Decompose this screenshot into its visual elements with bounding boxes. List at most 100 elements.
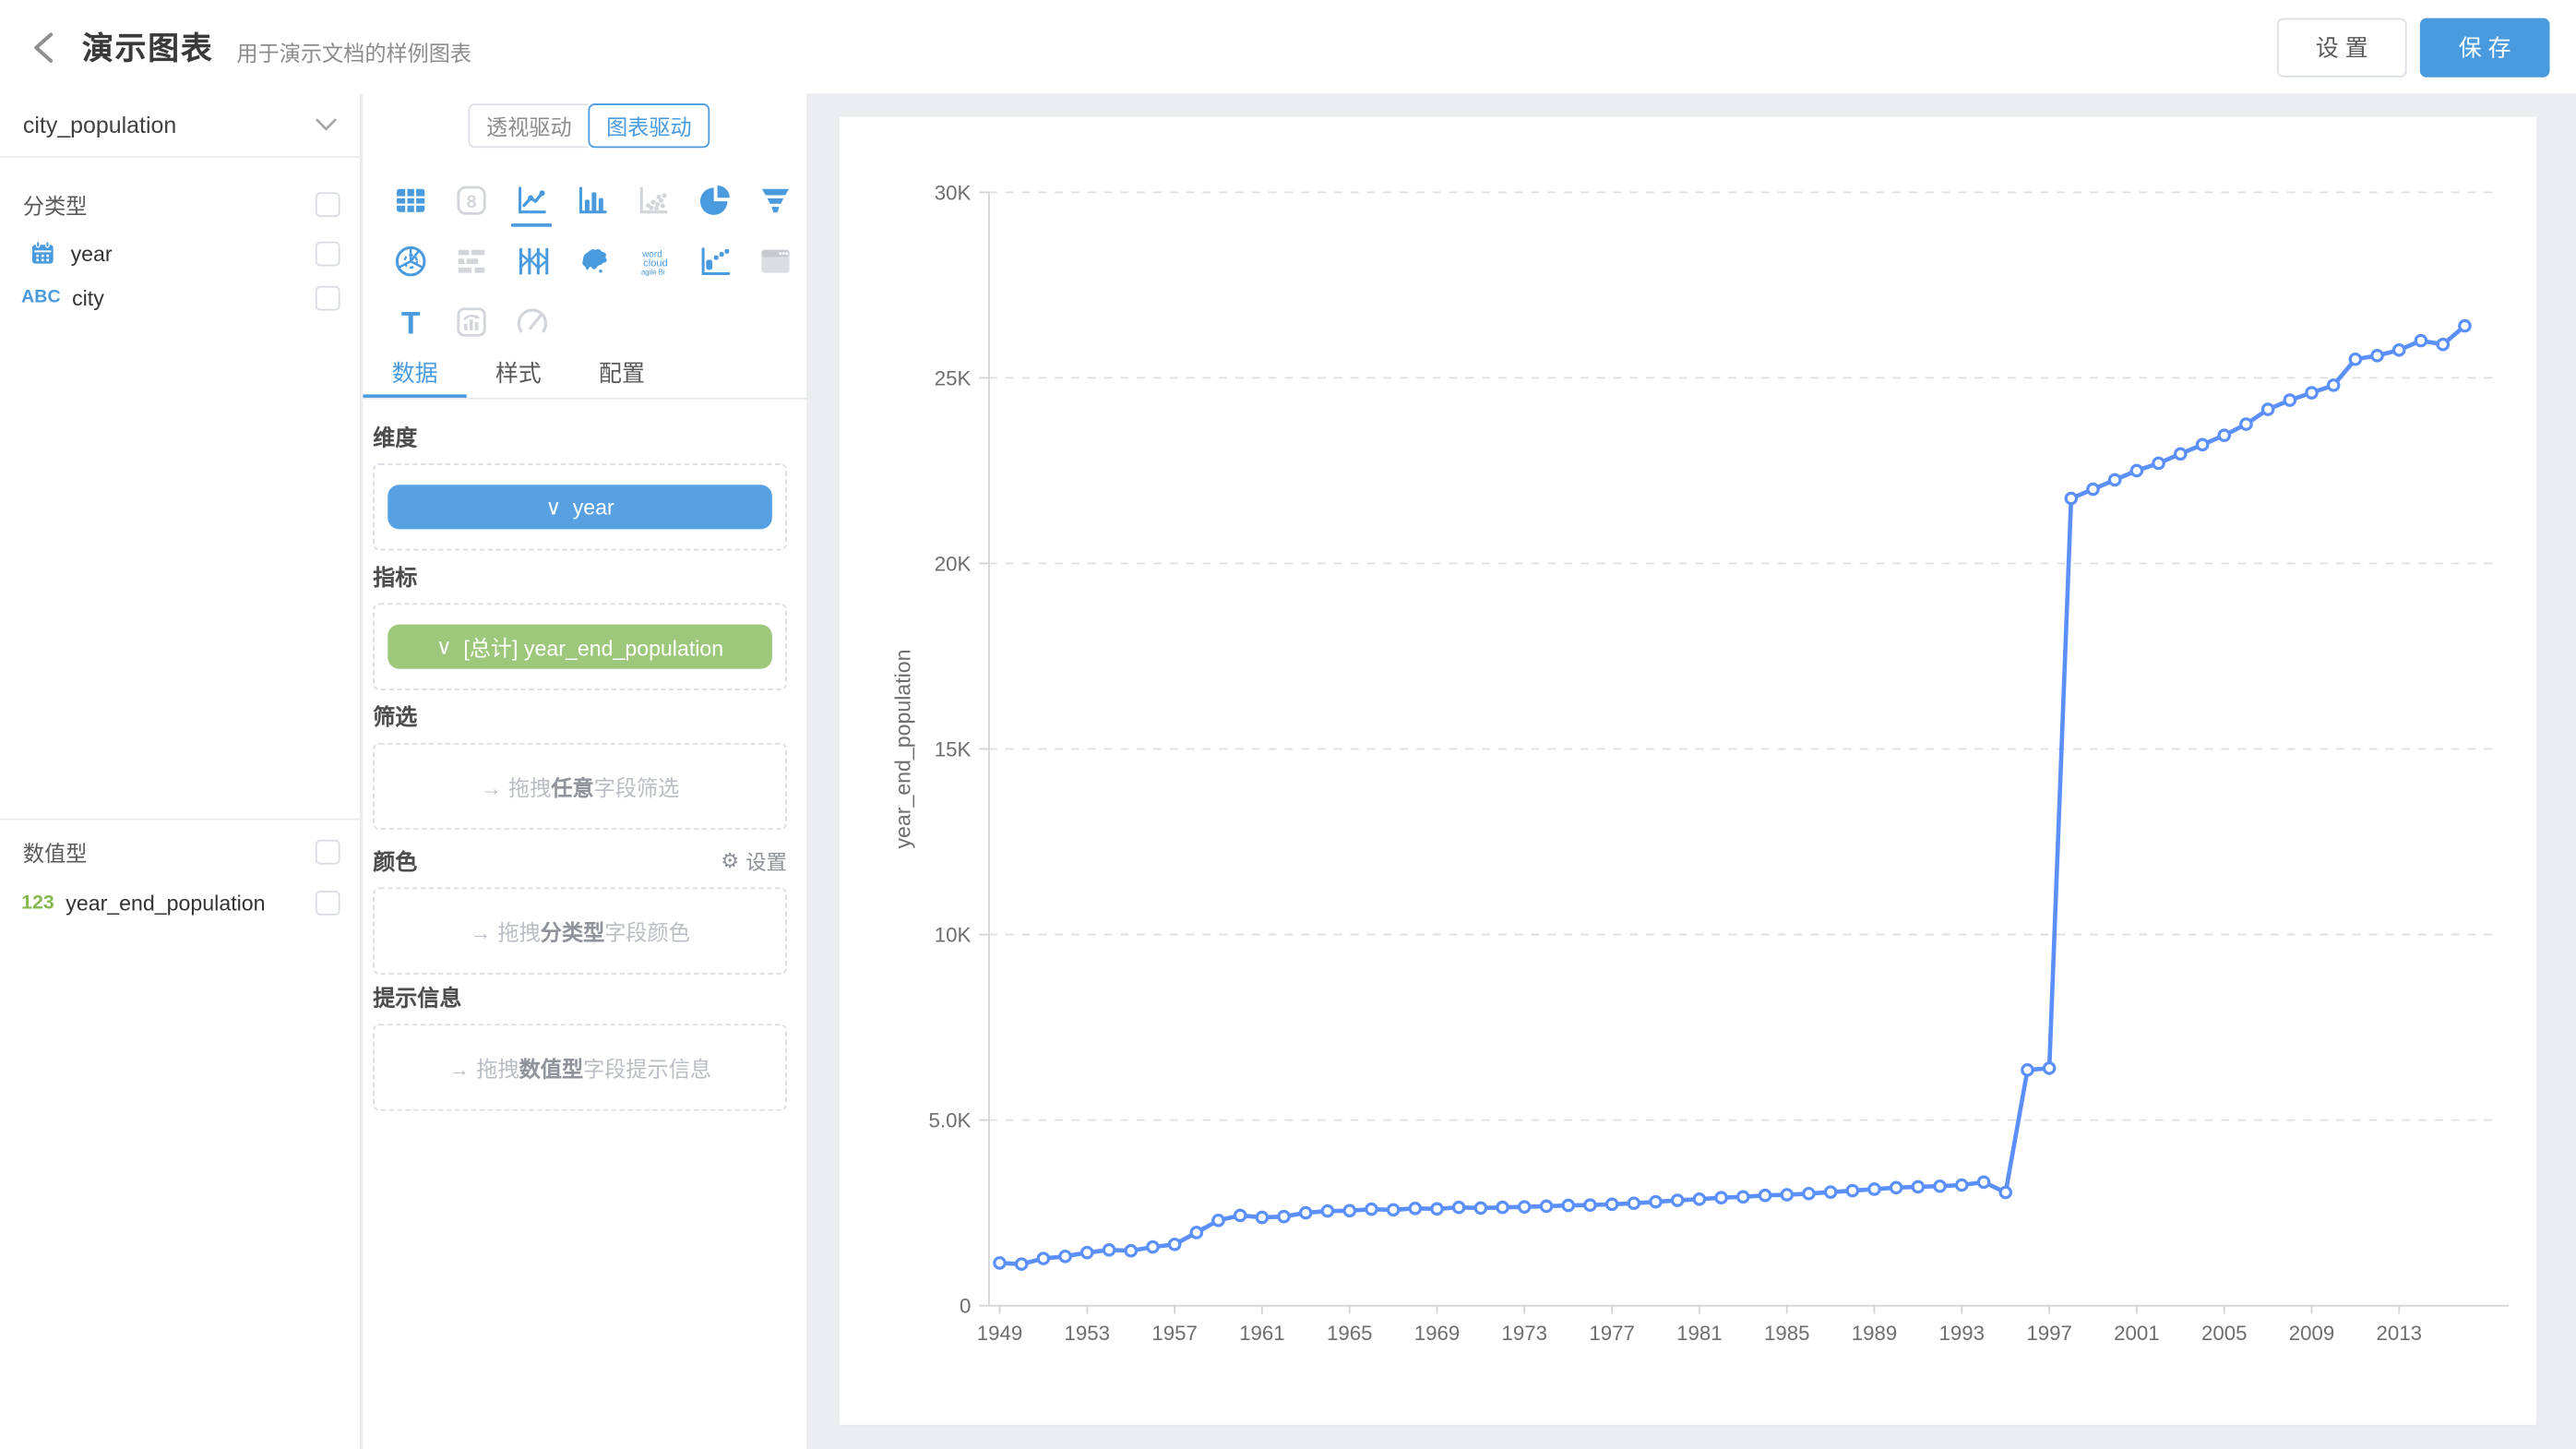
table-glyph xyxy=(396,187,424,211)
svg-text:1981: 1981 xyxy=(1676,1322,1723,1345)
svg-text:1961: 1961 xyxy=(1239,1322,1285,1345)
page-subtitle: 用于演示文档的样例图表 xyxy=(236,40,472,66)
line-chart-icon[interactable] xyxy=(510,181,553,227)
funnel-glyph xyxy=(760,187,789,212)
svg-text:1997: 1997 xyxy=(2026,1322,2072,1345)
svg-text:1989: 1989 xyxy=(1852,1322,1898,1345)
line-glyph xyxy=(518,186,545,213)
filter-section: 筛选 → 拖拽任意字段筛选 xyxy=(373,699,787,831)
parallel-glyph xyxy=(519,246,548,274)
gantt-glyph xyxy=(457,248,484,272)
field-year-checkbox[interactable] xyxy=(315,240,340,266)
dimension-section: 维度 ∨ year xyxy=(373,419,787,551)
color-section-header: 颜色 ⚙ 设置 xyxy=(373,843,787,876)
field-row-year-end-population[interactable]: 123 year_end_population xyxy=(0,882,360,922)
dimension-dropzone[interactable]: ∨ year xyxy=(373,463,787,551)
settings-button[interactable]: 设 置 xyxy=(2276,17,2407,77)
dimension-label: 维度 xyxy=(373,425,418,450)
radar-chart-icon[interactable] xyxy=(391,242,429,280)
field-name: year xyxy=(70,240,113,266)
bar-chart-icon[interactable] xyxy=(573,181,611,219)
color-dropzone[interactable]: → 拖拽分类型字段颜色 xyxy=(373,887,787,975)
header: 演示图表 用于演示文档的样例图表 设 置 保 存 xyxy=(0,0,2576,94)
categorical-section-checkbox[interactable] xyxy=(315,191,340,217)
dataset-select[interactable]: city_population xyxy=(0,93,360,158)
mode-switch: 透视驱动 图表驱动 xyxy=(468,103,710,149)
scatter-glyph xyxy=(638,186,667,213)
punch-card-chart-icon[interactable] xyxy=(695,242,733,280)
field-row-year[interactable]: year xyxy=(0,234,360,273)
tab-config[interactable]: 配置 xyxy=(599,359,645,387)
back-button[interactable] xyxy=(26,27,66,66)
measure-pill-population[interactable]: ∨ [总计] year_end_population xyxy=(388,624,772,669)
gear-icon: ⚙ xyxy=(721,848,740,872)
field-city-checkbox[interactable] xyxy=(315,284,340,310)
pie-chart-icon[interactable] xyxy=(695,181,733,219)
measure-label: 指标 xyxy=(373,565,418,591)
svg-text:1985: 1985 xyxy=(1764,1322,1810,1345)
tab-data[interactable]: 数据 xyxy=(363,352,467,398)
text-t-glyph: T xyxy=(400,305,420,340)
filter-dropzone[interactable]: → 拖拽任意字段筛选 xyxy=(373,742,787,831)
calendar-icon xyxy=(31,240,54,264)
numeric-section-checkbox[interactable] xyxy=(315,839,340,864)
tab-style[interactable]: 样式 xyxy=(495,359,542,387)
save-button[interactable]: 保 存 xyxy=(2419,17,2550,77)
chevron-down-icon: ∨ xyxy=(435,633,452,659)
word-cloud-text-1: word xyxy=(640,249,662,259)
scatter-chart-icon xyxy=(634,181,672,219)
drop-arrow-icon: → xyxy=(480,775,502,801)
builder-tabs: 数据 样式 配置 xyxy=(363,352,807,400)
svg-text:15K: 15K xyxy=(935,738,972,761)
tooltip-placeholder: → 拖拽数值型字段提示信息 xyxy=(448,1056,712,1082)
field-row-city[interactable]: ABC city xyxy=(0,278,360,317)
svg-text:25K: 25K xyxy=(935,366,972,389)
svg-text:2001: 2001 xyxy=(2114,1322,2160,1345)
pie-glyph xyxy=(699,185,729,215)
color-settings-button[interactable]: ⚙ 设置 xyxy=(721,848,787,874)
svg-text:10K: 10K xyxy=(935,924,972,947)
number-card-text: 8 xyxy=(466,191,476,211)
categorical-section-label: 分类型 xyxy=(22,193,88,218)
filter-label: 筛选 xyxy=(373,704,418,730)
chart-card: 0 5.0K 10K 15K 20K 25K 30K 1949 1953 1957 1961 1965… xyxy=(838,114,2539,1427)
table-chart-icon[interactable] xyxy=(391,181,429,219)
funnel-chart-icon[interactable] xyxy=(756,181,793,219)
dimension-pill-year[interactable]: ∨ year xyxy=(388,485,772,530)
china-map-chart-icon[interactable] xyxy=(573,242,611,280)
svg-text:2009: 2009 xyxy=(2289,1322,2335,1345)
word-cloud-text-3: agile Bi xyxy=(640,267,664,275)
svg-text:1953: 1953 xyxy=(1065,1322,1111,1345)
dimension-pill-text: year xyxy=(572,494,614,520)
china-map-glyph xyxy=(581,247,606,272)
chevron-down-icon: ∨ xyxy=(545,494,562,519)
web-page-chart-icon xyxy=(756,242,793,280)
svg-text:2013: 2013 xyxy=(2377,1322,2423,1345)
svg-text:30K: 30K xyxy=(935,181,972,204)
field-population-checkbox[interactable] xyxy=(315,890,340,915)
header-actions: 设 置 保 存 xyxy=(2276,17,2550,77)
parallel-chart-icon[interactable] xyxy=(513,242,551,280)
mode-pivot-button[interactable]: 透视驱动 xyxy=(468,103,589,149)
tooltip-dropzone[interactable]: → 拖拽数值型字段提示信息 xyxy=(373,1024,787,1111)
web-page-glyph xyxy=(760,248,789,272)
text-chart-icon[interactable]: T xyxy=(391,303,429,341)
svg-text:2005: 2005 xyxy=(2201,1322,2248,1345)
back-chevron-icon xyxy=(34,31,54,62)
sidebar-divider xyxy=(0,818,360,820)
svg-text:1993: 1993 xyxy=(1939,1322,1986,1345)
tooltip-section: 提示信息 → 拖拽数值型字段提示信息 xyxy=(373,979,787,1111)
dataset-panel: city_population 分类型 year ABC xyxy=(0,93,362,1449)
number-card-glyph: 8 xyxy=(456,185,485,215)
svg-text:1969: 1969 xyxy=(1414,1322,1461,1345)
mode-chart-button[interactable]: 图表驱动 xyxy=(588,103,710,149)
word-cloud-chart-icon[interactable]: word cloud agile Bi xyxy=(634,242,672,280)
drop-arrow-icon: → xyxy=(470,920,492,945)
svg-text:1965: 1965 xyxy=(1327,1322,1373,1345)
gauge-glyph xyxy=(516,307,547,332)
measure-dropzone[interactable]: ∨ [总计] year_end_population xyxy=(373,603,787,690)
builder-panel: 透视驱动 图表驱动 8 xyxy=(363,93,809,1449)
gauge-chart-icon xyxy=(513,303,551,341)
